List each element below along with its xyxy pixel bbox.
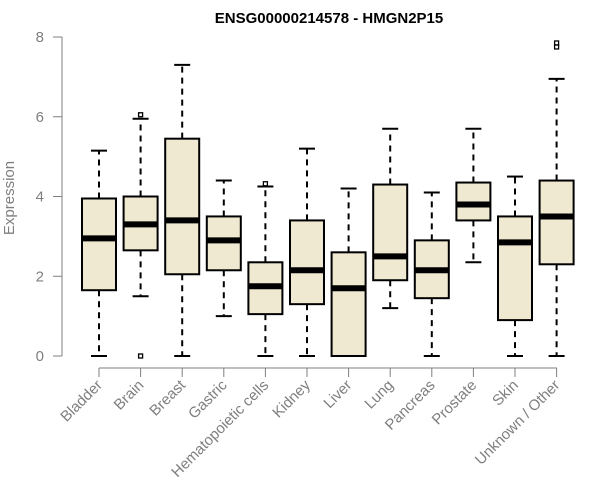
iqr-box [330, 251, 367, 357]
chart-title: ENSG00000214578 - HMGN2P15 [215, 10, 443, 27]
y-tick-label: 2 [36, 268, 44, 285]
iqr-box [372, 183, 409, 282]
box-group [455, 127, 492, 264]
outlier-point [137, 353, 144, 359]
y-tick-label: 6 [36, 109, 44, 126]
outlier-point [553, 40, 560, 46]
box-group [164, 63, 201, 357]
x-tick-label: Lung [361, 377, 397, 413]
box-group [330, 187, 367, 357]
y-tick-label: 8 [36, 29, 44, 46]
x-tick-label: Breast [146, 376, 189, 419]
outlier-point [137, 112, 144, 118]
iqr-box [538, 179, 575, 266]
box-group [81, 149, 117, 357]
box-group [372, 127, 409, 310]
x-tick-label: Liver [320, 377, 355, 412]
iqr-box [81, 197, 117, 292]
box-group [413, 191, 450, 357]
x-tick-label: Bladder [57, 377, 106, 426]
y-tick-label: 0 [36, 348, 44, 365]
y-axis-ticks: 0 2 4 6 8 [36, 29, 62, 365]
iqr-box [164, 137, 201, 276]
box-group [247, 181, 284, 357]
iqr-box [497, 215, 533, 322]
box-group [289, 147, 325, 357]
x-tick-label: Skin [489, 377, 522, 410]
y-tick-label: 4 [36, 189, 44, 206]
x-tick-label: Prostate [429, 377, 481, 429]
x-tick-label: Kidney [269, 376, 314, 421]
box-group [538, 40, 575, 357]
iqr-box [289, 219, 325, 306]
boxes-group [81, 40, 575, 359]
box-group [122, 112, 159, 359]
box-group [205, 179, 242, 318]
x-tick-label: Brain [111, 377, 148, 414]
box-group [497, 175, 533, 357]
outlier-point [262, 181, 269, 187]
y-axis-label: Expression [1, 161, 18, 235]
